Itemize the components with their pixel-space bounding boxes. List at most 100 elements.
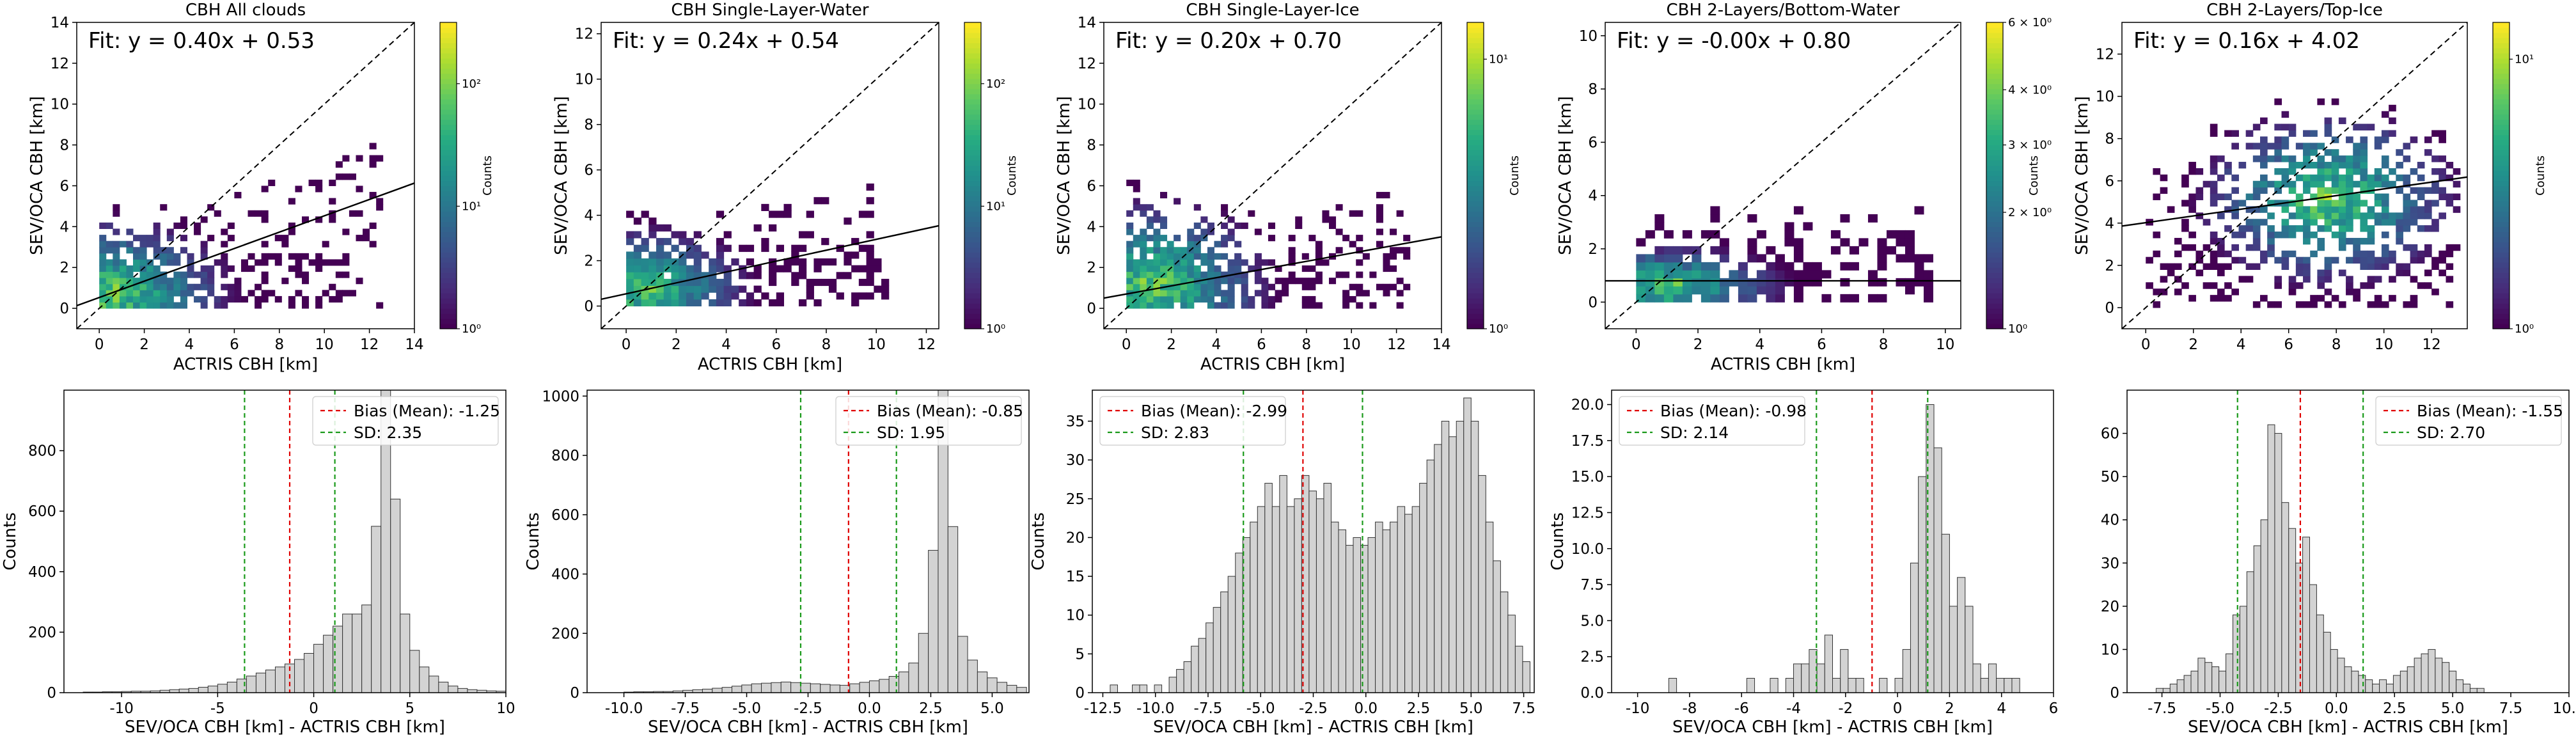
density-cell bbox=[2267, 225, 2275, 232]
density-cell bbox=[1356, 235, 1363, 242]
density-cell bbox=[2303, 263, 2311, 271]
colorbar-segment bbox=[1467, 278, 1484, 283]
colorbar-segment bbox=[964, 155, 981, 161]
colorbar-segment bbox=[440, 27, 457, 33]
density-cell bbox=[2381, 193, 2389, 200]
colorbar-segment bbox=[1986, 139, 2003, 146]
density-cell bbox=[356, 185, 363, 193]
density-cell bbox=[173, 253, 181, 260]
density-cell bbox=[2346, 288, 2353, 295]
x-tick-label: 2 bbox=[1693, 336, 1703, 353]
colorbar-segment bbox=[1986, 155, 2003, 161]
density-cell bbox=[1140, 235, 1147, 242]
density-cell bbox=[656, 285, 664, 293]
x-axis-label: ACTRIS CBH [km] bbox=[1711, 355, 1855, 374]
colorbar-segment bbox=[440, 272, 457, 278]
colorbar-segment bbox=[1986, 42, 2003, 49]
density-cell bbox=[2188, 168, 2196, 175]
density-cell bbox=[342, 290, 350, 297]
density-cell bbox=[342, 253, 350, 260]
density-cell bbox=[1200, 271, 1208, 278]
density-cell bbox=[2288, 123, 2297, 130]
colorbar-tick-label: 10⁰ bbox=[1489, 322, 1508, 336]
density-cell bbox=[723, 278, 732, 287]
density-cell bbox=[679, 265, 687, 272]
density-cell bbox=[2267, 212, 2275, 219]
density-cell bbox=[1349, 295, 1356, 303]
density-cell bbox=[783, 210, 792, 218]
density-cell bbox=[1133, 198, 1140, 205]
density-cell bbox=[1153, 216, 1161, 223]
density-cell bbox=[2353, 256, 2360, 264]
density-cell bbox=[187, 259, 194, 266]
colorbar-segment bbox=[440, 124, 457, 130]
histogram-bar bbox=[255, 672, 266, 693]
colorbar-segment bbox=[1467, 119, 1484, 125]
density-cell bbox=[1166, 259, 1174, 266]
density-cell bbox=[1193, 271, 1201, 278]
density-cell bbox=[2260, 250, 2268, 258]
x-tick-label: 10 bbox=[496, 700, 515, 717]
density-cell bbox=[641, 278, 649, 287]
density-cell bbox=[2224, 193, 2232, 200]
density-cell bbox=[1356, 283, 1363, 290]
histogram-bar bbox=[1411, 506, 1420, 693]
density-cell bbox=[1812, 262, 1822, 271]
histogram-bar bbox=[1746, 677, 1755, 693]
colorbar-tick-label: 10² bbox=[986, 77, 1005, 91]
colorbar-segment bbox=[964, 196, 981, 202]
y-tick-label: 10 bbox=[2096, 89, 2114, 106]
density-cell bbox=[1241, 283, 1248, 290]
colorbar-segment bbox=[964, 303, 981, 309]
density-cell bbox=[2317, 237, 2325, 245]
colorbar-segment bbox=[1986, 63, 2003, 69]
density-cell bbox=[1221, 210, 1229, 217]
histogram-bar bbox=[294, 659, 305, 693]
density-cell bbox=[2210, 200, 2218, 207]
density-cell bbox=[2389, 180, 2396, 188]
histogram-bar bbox=[1367, 537, 1376, 693]
colorbar-segment bbox=[2493, 201, 2509, 207]
density-cell bbox=[1174, 265, 1181, 272]
density-cell bbox=[363, 228, 370, 235]
histogram-bar bbox=[1456, 421, 1465, 693]
density-cell bbox=[679, 231, 687, 239]
colorbar-segment bbox=[440, 175, 457, 182]
density-cell bbox=[113, 204, 120, 211]
density-cell bbox=[1248, 210, 1255, 217]
density-cell bbox=[221, 295, 228, 303]
density-cell bbox=[1153, 302, 1161, 309]
density-cell bbox=[1174, 295, 1181, 303]
density-cell bbox=[783, 203, 792, 211]
density-cell bbox=[2410, 187, 2418, 194]
density-cell bbox=[1166, 253, 1174, 260]
density-cell bbox=[2317, 98, 2325, 106]
density-cell bbox=[268, 179, 276, 186]
x-tick-label: 0 bbox=[1893, 700, 1903, 717]
y-tick-label: 10 bbox=[575, 72, 593, 88]
fit-equation: Fit: y = 0.20x + 0.70 bbox=[1115, 28, 1342, 54]
colorbar-segment bbox=[440, 37, 457, 43]
density-cell bbox=[2260, 256, 2268, 264]
density-cell bbox=[1719, 246, 1729, 255]
density-cell bbox=[126, 247, 134, 254]
density-cell bbox=[1268, 222, 1276, 230]
density-cell bbox=[166, 290, 174, 297]
colorbar-segment bbox=[440, 308, 457, 314]
density-cell bbox=[2260, 206, 2268, 213]
density-cell bbox=[1692, 278, 1702, 287]
density-cell bbox=[1682, 270, 1692, 279]
density-cell bbox=[2203, 282, 2211, 289]
density-cell bbox=[302, 295, 310, 303]
density-cell bbox=[1214, 240, 1221, 248]
density-cell bbox=[2188, 193, 2196, 200]
density-cell bbox=[1160, 216, 1168, 223]
x-tick-label: 8 bbox=[1301, 336, 1311, 353]
density-cell bbox=[1140, 302, 1147, 309]
density-cell bbox=[160, 253, 168, 260]
density-cell bbox=[2274, 98, 2282, 106]
y-tick-label: 600 bbox=[551, 507, 579, 524]
density-cell bbox=[2153, 250, 2161, 258]
colorbar-segment bbox=[1986, 52, 2003, 59]
density-cell bbox=[2295, 301, 2304, 308]
